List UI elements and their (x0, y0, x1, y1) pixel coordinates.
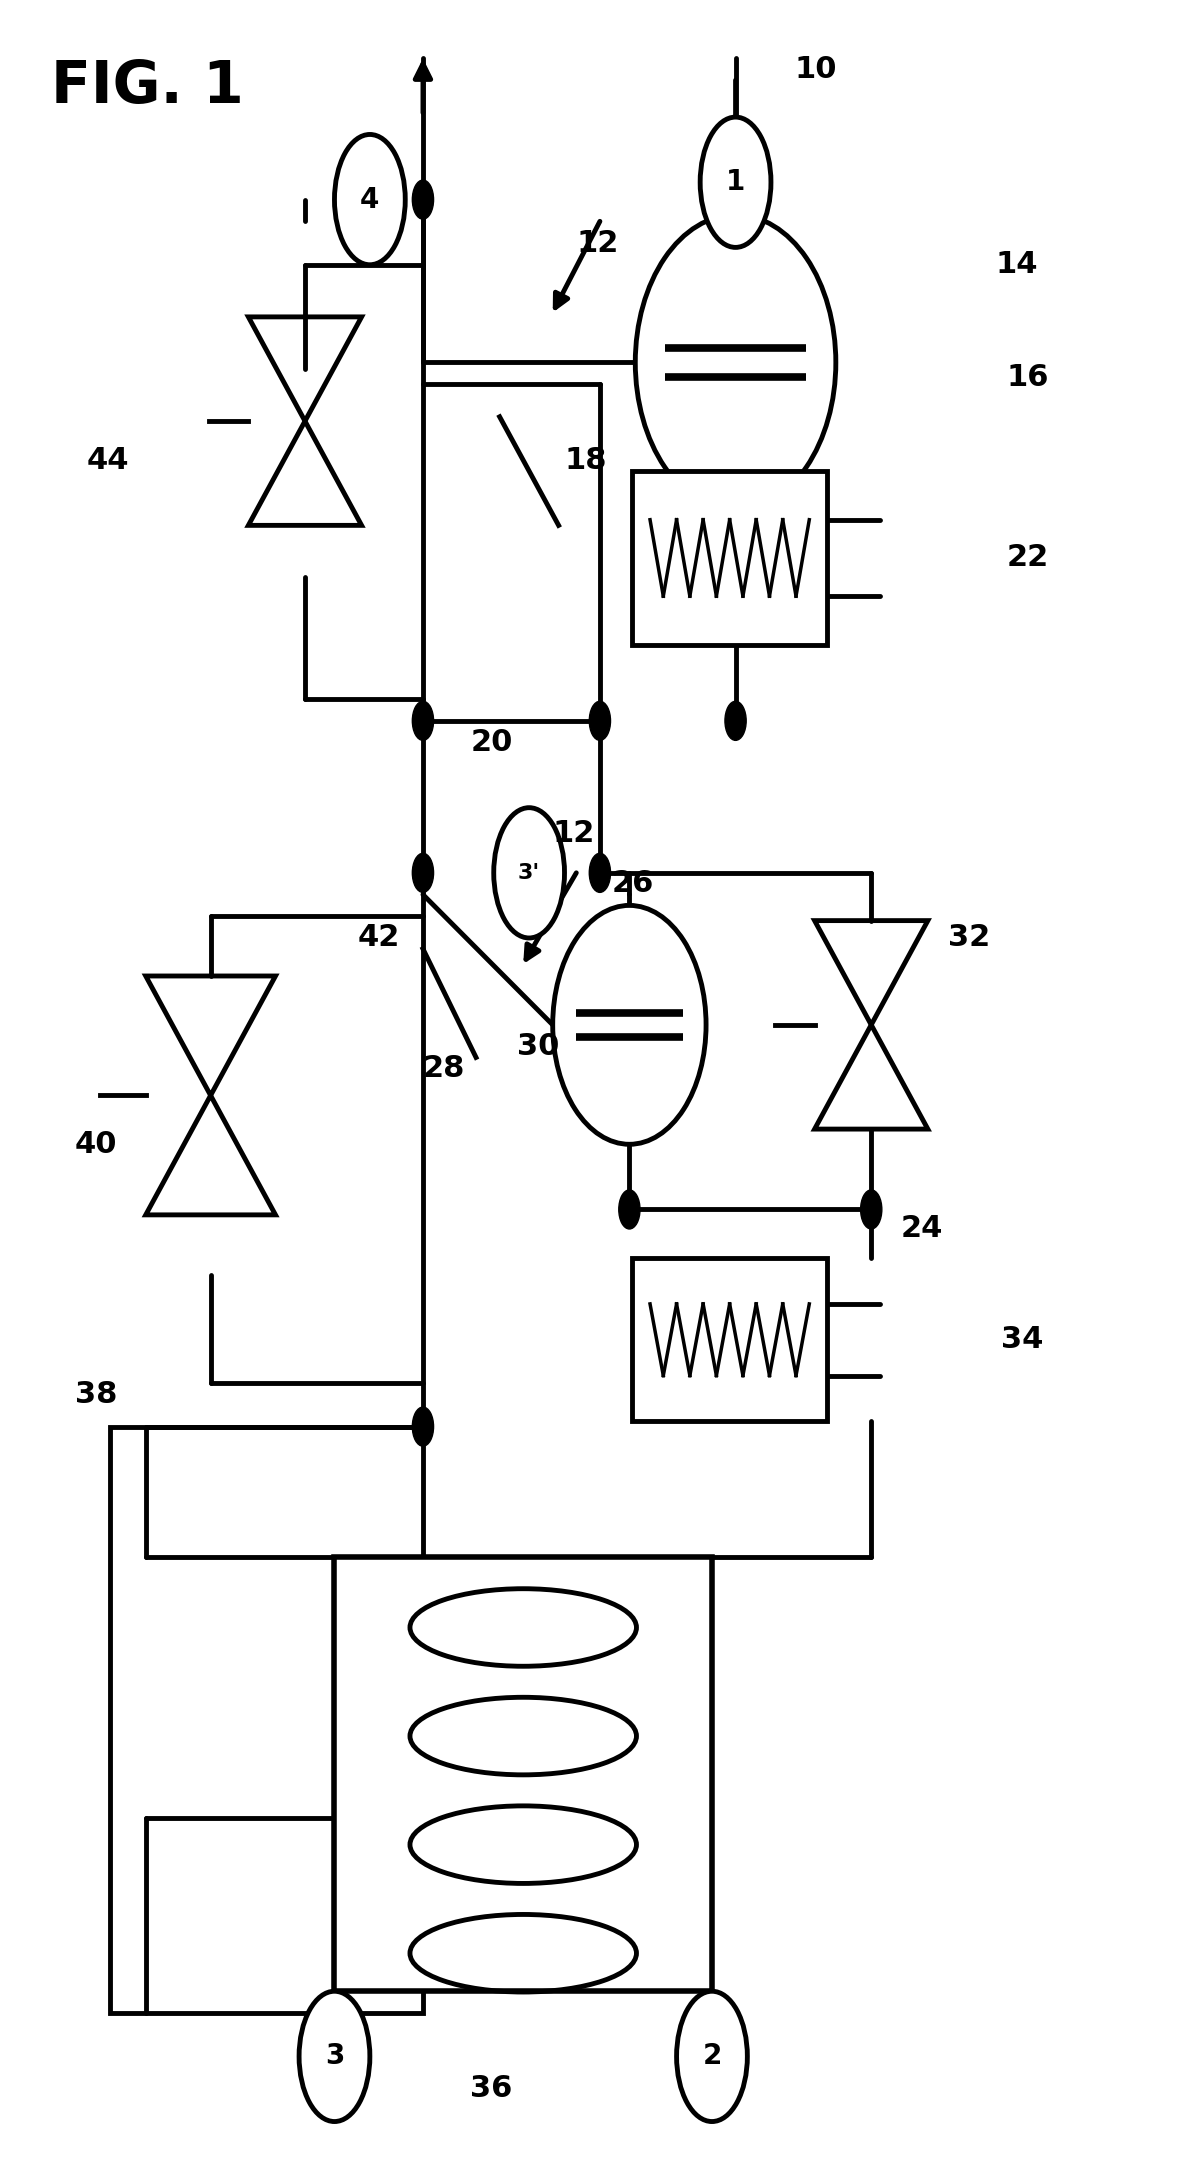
Text: 30: 30 (517, 1031, 560, 1062)
Text: 44: 44 (87, 445, 129, 475)
Circle shape (412, 702, 434, 741)
Circle shape (412, 1406, 434, 1445)
Circle shape (494, 807, 564, 937)
Circle shape (299, 1990, 369, 2121)
Circle shape (335, 135, 405, 264)
Text: 3': 3' (518, 863, 541, 883)
Text: 18: 18 (564, 445, 607, 475)
Circle shape (412, 852, 434, 892)
Text: 26: 26 (612, 870, 655, 898)
Text: 28: 28 (423, 1053, 466, 1083)
Bar (632, 471, 827, 645)
Circle shape (860, 1190, 881, 1230)
Text: 1: 1 (726, 168, 745, 196)
Text: 34: 34 (1001, 1325, 1043, 1354)
Text: FIG. 1: FIG. 1 (51, 59, 244, 116)
Text: 16: 16 (1007, 364, 1049, 392)
Circle shape (412, 181, 434, 220)
Text: 32: 32 (948, 924, 990, 953)
Circle shape (725, 702, 746, 741)
Ellipse shape (552, 905, 706, 1144)
Text: 40: 40 (75, 1129, 118, 1160)
Circle shape (700, 118, 771, 246)
Text: 36: 36 (470, 2075, 512, 2104)
Circle shape (589, 702, 611, 741)
Bar (335, 1557, 712, 1990)
Text: 42: 42 (358, 924, 400, 953)
Text: 24: 24 (901, 1214, 943, 1243)
Ellipse shape (636, 216, 836, 510)
Circle shape (619, 1190, 640, 1230)
Text: 20: 20 (470, 728, 512, 756)
Text: 3: 3 (324, 2043, 345, 2071)
Text: 14: 14 (996, 251, 1037, 279)
Text: 2: 2 (702, 2043, 721, 2071)
Circle shape (677, 1990, 747, 2121)
Circle shape (589, 852, 611, 892)
Text: 10: 10 (795, 54, 838, 83)
Text: 38: 38 (75, 1380, 118, 1408)
Bar (632, 1258, 827, 1421)
Text: 12: 12 (552, 820, 595, 848)
Text: 12: 12 (576, 229, 619, 257)
Text: 4: 4 (360, 185, 379, 214)
Bar (110, 1426, 423, 2012)
Text: 22: 22 (1007, 543, 1049, 573)
